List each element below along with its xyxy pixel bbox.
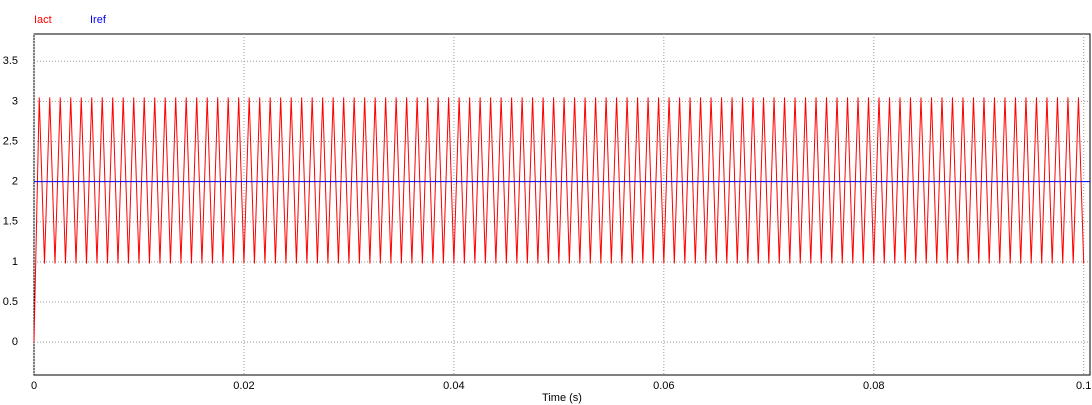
- x-axis-label: Time (s): [542, 392, 582, 404]
- x-tick-label: 0.06: [653, 380, 674, 392]
- plot-area: [34, 34, 1090, 375]
- x-tick-label: 0.02: [233, 380, 254, 392]
- y-tick-label: 3.5: [3, 55, 18, 67]
- legend-label: Iact: [34, 14, 52, 26]
- y-tick-label: 3: [12, 95, 18, 107]
- x-tick-label: 0.04: [443, 380, 464, 392]
- y-tick-label: 0: [12, 336, 18, 348]
- x-tick-label: 0: [31, 380, 37, 392]
- y-tick-label: 1.5: [3, 216, 18, 228]
- x-tick-label: 0.1: [1076, 380, 1091, 392]
- y-tick-label: 1: [12, 256, 18, 268]
- y-tick-label: 0.5: [3, 296, 18, 308]
- chart: Time (s) 0 0.5 1 1.5 2 2.5 3 3.5 0 0.02 0.04 0.06 0.…: [0, 0, 1092, 405]
- x-tick-label: 0.08: [863, 380, 884, 392]
- y-tick-label: 2.5: [3, 135, 18, 147]
- legend-label: Iref: [90, 14, 107, 26]
- y-tick-label: 2: [12, 176, 18, 188]
